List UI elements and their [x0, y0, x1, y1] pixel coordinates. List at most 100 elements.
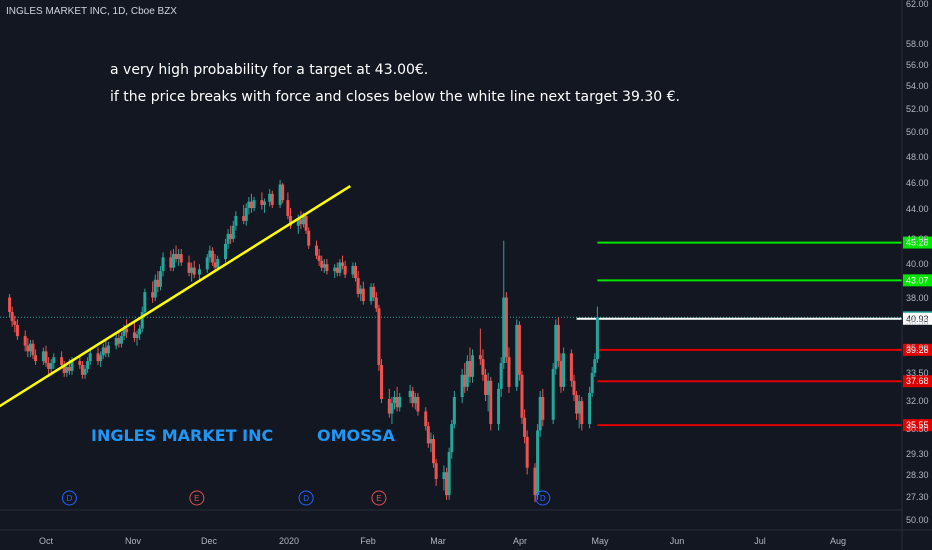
candle-body [536, 430, 540, 496]
candle-body [486, 380, 490, 395]
candle-body [125, 328, 129, 333]
candle-body [377, 308, 381, 365]
y-tick-label: 54.00 [906, 81, 929, 91]
price-tag-label: 35.55 [906, 420, 929, 430]
candle-body [351, 265, 355, 275]
candle-body [569, 353, 573, 381]
earnings-event-label: E [376, 494, 381, 503]
candle-body [106, 345, 110, 354]
candle-body [44, 351, 48, 364]
earnings-event-marker[interactable] [189, 490, 205, 506]
candle-body [213, 262, 217, 268]
candle-body [65, 366, 69, 373]
y-tick-label: 50.00 [906, 127, 929, 137]
price-tag-box [903, 236, 932, 249]
watermark-company: INGLES MARKET INC [91, 426, 274, 445]
candle-body [372, 286, 376, 298]
candle-body [572, 380, 576, 395]
candle-body [307, 230, 311, 246]
candle-body [41, 351, 45, 362]
candle-body [244, 208, 248, 221]
dividend-event-marker[interactable] [61, 490, 77, 506]
y-tick-label: 52.00 [906, 104, 929, 114]
candle-body [242, 216, 246, 221]
candle-body [278, 184, 282, 205]
candle-body [408, 390, 412, 397]
candle-body [468, 361, 472, 377]
price-tag-label: 37.68 [906, 376, 929, 386]
y-tick-label: 44.00 [906, 204, 929, 214]
y-tick-label: 36.50 [906, 317, 929, 327]
candle-body [593, 359, 597, 373]
price-tag-label: 39.28 [906, 345, 929, 355]
candle-body [374, 297, 378, 309]
dividend-event-label: D [540, 494, 546, 503]
candle-body [86, 361, 90, 369]
candle-body [135, 334, 139, 339]
candle-body [205, 257, 209, 270]
candle-body [179, 253, 183, 263]
candle-body [122, 328, 126, 337]
candle-body [554, 324, 558, 369]
candle-body [361, 288, 365, 302]
candle-body [270, 193, 274, 205]
y-tick-label: 30.50 [906, 424, 929, 434]
candle-body [262, 201, 266, 205]
y-tick-label: 35.00 [906, 343, 929, 353]
candle-body [49, 363, 53, 369]
candle-body [432, 439, 436, 464]
dividend-event-marker[interactable] [535, 490, 551, 506]
candle-body [281, 184, 285, 201]
annotation-text-2: if the price breaks with force and close… [110, 89, 680, 105]
candle-body [187, 262, 191, 273]
candle-body [588, 392, 592, 425]
candle-body [395, 396, 399, 408]
candle-body [356, 278, 360, 294]
candle-body [525, 436, 529, 468]
candle-body [504, 297, 508, 358]
candle-body [286, 200, 290, 217]
candle-body [101, 347, 105, 356]
candle-body [62, 364, 66, 373]
candle-body [70, 361, 74, 371]
x-tick-label: Aug [830, 536, 846, 546]
candle-body [575, 394, 579, 414]
y-tick-label: 46.00 [906, 178, 929, 188]
candle-body [143, 292, 147, 312]
x-tick-label: 2020 [279, 536, 299, 546]
candle-body [434, 463, 438, 480]
candle-body [580, 401, 584, 425]
candle-body [559, 361, 563, 387]
trendline[interactable] [0, 185, 351, 433]
candle-body [10, 311, 14, 322]
candle-body [197, 269, 201, 275]
candle-body [88, 353, 92, 362]
candle-body [541, 396, 545, 420]
candle-body [153, 279, 157, 298]
candle-body [171, 253, 175, 268]
candle-body [234, 216, 238, 226]
candle-body [177, 253, 181, 260]
annotation-text-1: a very high probability for a target at … [110, 62, 429, 78]
candle-body [595, 317, 599, 360]
candle-body [393, 396, 397, 404]
candle-body [96, 353, 100, 362]
dividend-event-marker[interactable] [298, 490, 314, 506]
candle-body [538, 396, 542, 431]
symbol-title: INGLES MARKET INC, 1D, Cboe BZX [6, 6, 177, 17]
candle-body [497, 388, 501, 425]
y-tick-label: 58.00 [906, 39, 929, 49]
candle-body [359, 288, 363, 294]
y-tick-label: 62.00 [906, 0, 929, 9]
candle-body [247, 201, 251, 209]
candle-body [463, 374, 467, 387]
candle-body [296, 219, 300, 226]
earnings-event-marker[interactable] [371, 490, 387, 506]
candle-body [320, 260, 324, 268]
candle-body [99, 355, 103, 362]
candle-body [104, 347, 108, 354]
x-tick-label: Oct [39, 536, 54, 546]
y-tick-label: 48.00 [906, 152, 929, 162]
